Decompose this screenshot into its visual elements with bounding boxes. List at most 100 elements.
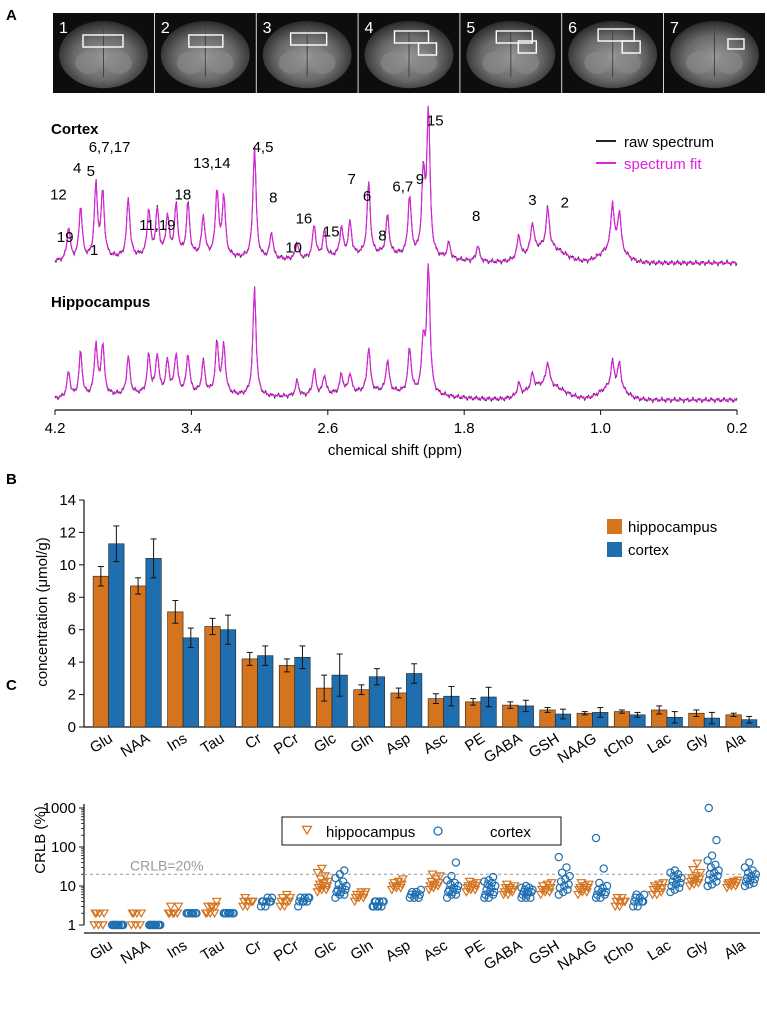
- point-cortex-PE: [481, 890, 490, 899]
- ppm-tick-label: 1.0: [590, 420, 611, 437]
- peak-label: 6,7: [392, 179, 413, 196]
- peak-label: 7: [347, 171, 355, 188]
- point-hippocampus-Glc: [315, 875, 326, 884]
- bar-category-label: Cr: [242, 730, 264, 753]
- point-hippocampus-NAAG: [576, 879, 587, 888]
- voxel-box: [289, 32, 328, 46]
- peak-label: 13,14: [193, 155, 231, 172]
- crlb-category-label: Ala: [721, 937, 749, 963]
- point-cortex-Asp: [416, 885, 426, 894]
- brain-structure-left: [278, 51, 306, 74]
- mri-slice-number: 3: [263, 20, 272, 37]
- bar-y-axis-label: concentration (μmol/g): [34, 537, 51, 687]
- peak-label: 10: [285, 239, 302, 256]
- mri-slice-number: 2: [161, 20, 170, 37]
- bar-category-label: Tau: [198, 730, 228, 757]
- bar-category-label: NAAG: [555, 730, 600, 767]
- crlb-category-label: Gln: [347, 937, 376, 964]
- ppm-tick-label: 0.2: [727, 420, 748, 437]
- peak-label: 8: [269, 189, 277, 206]
- panel-label-b: B: [6, 471, 17, 488]
- crlb-category-label: GABA: [481, 937, 525, 974]
- point-cortex-GSH: [556, 877, 566, 886]
- bar-category-label: Ins: [164, 730, 190, 755]
- point-hippocampus-NAA: [135, 921, 146, 930]
- point-cortex-Lac: [666, 887, 675, 897]
- point-cortex-Asc: [450, 878, 460, 888]
- bar-category-label: Gln: [347, 730, 376, 757]
- crlb-category-label: Cr: [242, 937, 264, 960]
- voxel-box: [417, 42, 438, 56]
- point-hippocampus-Gln: [350, 893, 361, 903]
- bar-hippocampus-Tau: [204, 626, 221, 728]
- point-hippocampus-Gln: [351, 890, 362, 900]
- point-cortex-Gly: [711, 860, 720, 869]
- peak-label: 15: [323, 224, 340, 241]
- bar-cortex-Glu: [108, 543, 125, 728]
- crlb-category-label: Gly: [683, 937, 712, 964]
- point-cortex-PCr: [305, 893, 314, 902]
- point-hippocampus-tCho: [616, 893, 627, 903]
- point-hippocampus-PE: [464, 877, 475, 887]
- bar-cortex-Cr: [257, 655, 274, 728]
- bar-cortex-NAA: [145, 558, 162, 728]
- brain-structure-right: [716, 51, 743, 74]
- bar-hippocampus-NAA: [130, 585, 147, 728]
- bar-y-tick-label: 0: [68, 719, 76, 736]
- point-hippocampus-Asp: [397, 875, 408, 884]
- point-hippocampus-Gln: [358, 893, 369, 903]
- legend-spectrum-fit: spectrum fit: [624, 156, 702, 173]
- point-hippocampus-Gly: [695, 868, 706, 878]
- point-hippocampus-Ins: [165, 902, 176, 912]
- point-hippocampus-NAAG: [579, 882, 590, 891]
- point-hippocampus-Lac: [651, 890, 662, 900]
- point-cortex-Tau: [221, 909, 231, 918]
- point-hippocampus-Gly: [692, 859, 703, 869]
- point-hippocampus-Ala: [732, 876, 743, 886]
- point-cortex-Glc: [338, 877, 348, 886]
- point-hippocampus-Lac: [649, 882, 660, 891]
- point-hippocampus-Gly: [691, 872, 702, 881]
- voxel-box: [495, 30, 534, 44]
- bar-y-tick-label: 14: [59, 492, 76, 509]
- point-cortex-NAAG: [602, 881, 612, 891]
- point-hippocampus-Glc: [312, 868, 323, 878]
- point-cortex-Cr: [256, 902, 266, 911]
- point-hippocampus-Cr: [240, 893, 251, 903]
- mri-slice-7: 7: [663, 13, 765, 93]
- mri-slice-number: 6: [568, 20, 577, 37]
- bar-hippocampus-Cr: [241, 658, 258, 728]
- bar-category-label: Gly: [683, 730, 712, 757]
- point-hippocampus-Asc: [426, 877, 437, 887]
- brain-structure-right: [309, 51, 336, 74]
- point-cortex-Gly: [704, 876, 713, 885]
- point-hippocampus-Ala: [728, 877, 739, 887]
- point-cortex-PE: [480, 877, 489, 886]
- bar-category-label: NAA: [118, 730, 153, 761]
- bar-y-tick-label: 2: [68, 687, 76, 704]
- point-hippocampus-PCr: [280, 897, 291, 907]
- crlb-y-tick-label: 1000: [43, 800, 76, 817]
- point-cortex-PCr: [295, 897, 304, 906]
- point-cortex-Gln: [369, 902, 378, 911]
- point-hippocampus-tCho: [620, 897, 631, 907]
- point-hippocampus-PCr: [281, 890, 292, 900]
- peak-label: 5: [87, 163, 95, 180]
- point-cortex-tCho: [629, 902, 638, 911]
- crlb-category-label: Glu: [87, 937, 116, 964]
- point-hippocampus-Tau: [201, 909, 212, 919]
- mri-slice-number: 5: [466, 20, 475, 37]
- point-hippocampus-Gly: [686, 874, 697, 883]
- bar-category-label: GABA: [481, 730, 525, 767]
- point-cortex-Cr: [267, 893, 277, 902]
- crlb-category-label: Asc: [421, 937, 452, 965]
- brain-structure-right: [512, 51, 540, 74]
- point-hippocampus-Lac: [653, 880, 665, 890]
- voxel-box: [393, 30, 430, 44]
- point-hippocampus-Asp: [393, 877, 404, 887]
- spectrum-fit-hippocampus: [54, 263, 738, 403]
- concentration-bar-chart: concentration (μmol/g) hippocampus corte…: [34, 492, 760, 767]
- crlb-category-label: tCho: [601, 937, 637, 968]
- point-cortex-Ala: [740, 863, 750, 872]
- point-hippocampus-Asc: [433, 879, 445, 888]
